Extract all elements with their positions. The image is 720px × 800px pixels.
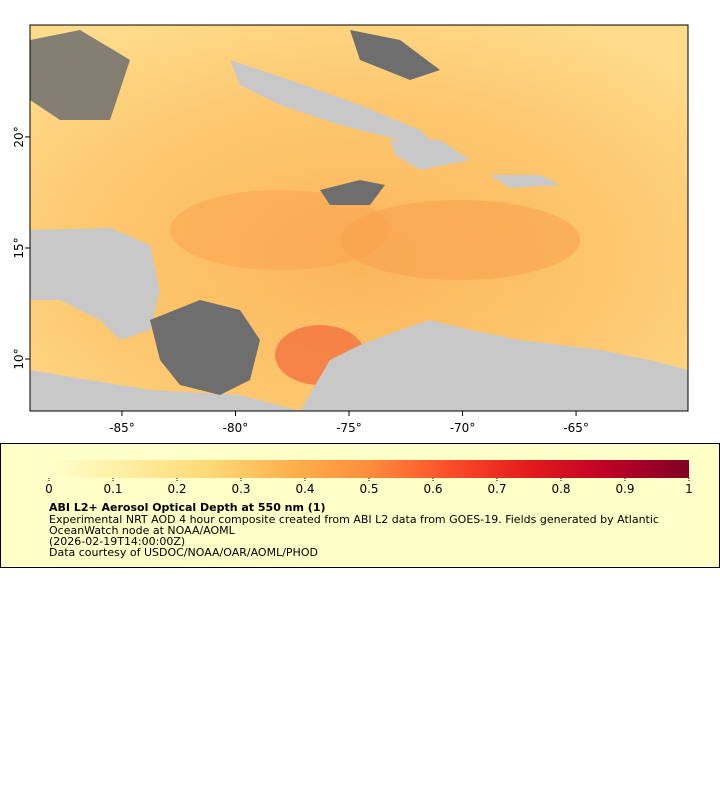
- aod-mid: [340, 200, 580, 280]
- x-tick-label: -80°: [223, 421, 249, 435]
- colorbar-tick-label: 0: [45, 482, 53, 494]
- x-tick-label: -85°: [109, 421, 135, 435]
- colorbar-tick-label: 0.9: [615, 482, 634, 494]
- colorbar-tick-label: 0.2: [167, 482, 186, 494]
- map-frame: [29, 24, 689, 412]
- map-plot: -85° -80° -75° -70° -65° 10° 15° 20°: [12, 24, 689, 435]
- land: [30, 228, 160, 340]
- y-tick-label: 20°: [12, 126, 26, 147]
- colorbar-tick-label: 0.1: [103, 482, 122, 494]
- legend-credit: Data courtesy of USDOC/NOAA/OAR/AOML/PHO…: [49, 546, 318, 559]
- colorbar-tick-label: 0.7: [487, 482, 506, 494]
- colorbar-tick-label: 1: [685, 482, 693, 494]
- legend-time: (2026-02-19T14:00:00Z): [49, 535, 186, 548]
- land: [230, 60, 440, 150]
- y-tick-label: 15°: [12, 237, 26, 258]
- colorbar-tick-label: 0.3: [231, 482, 250, 494]
- legend-title: ABI L2+ Aerosol Optical Depth at 550 nm …: [49, 501, 326, 514]
- colorbar-tick-label: 0.6: [423, 482, 442, 494]
- land: [390, 140, 470, 170]
- colorbar: 0 0.1 0.2 0.3 0.4 0.5 0.6 0.7 0.8 0.9 1: [45, 460, 693, 494]
- land: [30, 370, 300, 411]
- x-tick-label: -70°: [450, 421, 476, 435]
- colorbar-tick-label: 0.8: [551, 482, 570, 494]
- cloud: [350, 30, 440, 80]
- colorbar-ramp: [49, 460, 689, 478]
- legend-description: Experimental NRT AOD 4 hour composite cr…: [49, 513, 659, 537]
- y-tick-label: 10°: [12, 348, 26, 369]
- x-tick-label: -65°: [563, 421, 589, 435]
- land: [300, 320, 688, 411]
- aod-mid: [170, 190, 390, 270]
- x-tick-label: -75°: [336, 421, 362, 435]
- cloud: [150, 300, 260, 395]
- land: [490, 175, 560, 188]
- cloud: [30, 30, 130, 120]
- cloud: [320, 180, 385, 205]
- colorbar-tick-label: 0.5: [359, 482, 378, 494]
- colorbar-tick-label: 0.4: [295, 482, 314, 494]
- legend-panel: 0 0.1 0.2 0.3 0.4 0.5 0.6 0.7 0.8 0.9 1 ABI L2+ Ae…: [0, 443, 720, 568]
